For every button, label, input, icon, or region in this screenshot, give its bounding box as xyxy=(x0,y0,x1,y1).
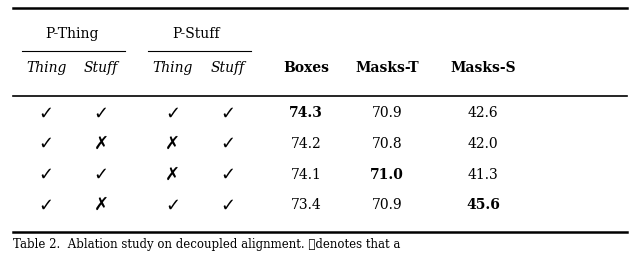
Text: Masks-T: Masks-T xyxy=(355,60,419,74)
Text: 70.9: 70.9 xyxy=(372,106,403,120)
Text: 45.6: 45.6 xyxy=(467,198,500,211)
Text: ✗: ✗ xyxy=(93,196,109,213)
Text: ✓: ✓ xyxy=(165,104,180,122)
Text: 71.0: 71.0 xyxy=(371,167,404,181)
Text: ✓: ✓ xyxy=(165,196,180,213)
Text: Masks-S: Masks-S xyxy=(451,60,516,74)
Text: ✗: ✗ xyxy=(93,135,109,152)
Text: Table 2.  Ablation study on decoupled alignment. ✓denotes that a: Table 2. Ablation study on decoupled ali… xyxy=(13,237,400,250)
Text: Thing: Thing xyxy=(26,60,67,74)
Text: ✗: ✗ xyxy=(165,165,180,183)
Text: ✗: ✗ xyxy=(165,135,180,152)
Text: 74.3: 74.3 xyxy=(289,106,323,120)
Text: ✓: ✓ xyxy=(38,165,54,183)
Text: ✓: ✓ xyxy=(93,104,109,122)
Text: ✓: ✓ xyxy=(93,165,109,183)
Text: ✓: ✓ xyxy=(38,196,54,213)
Text: 73.4: 73.4 xyxy=(291,198,321,211)
Text: ✓: ✓ xyxy=(220,196,236,213)
Text: ✓: ✓ xyxy=(220,104,236,122)
Text: ✓: ✓ xyxy=(220,135,236,152)
Text: Thing: Thing xyxy=(152,60,193,74)
Text: 42.0: 42.0 xyxy=(468,137,499,150)
Text: ✓: ✓ xyxy=(220,165,236,183)
Text: Stuff: Stuff xyxy=(84,60,118,74)
Text: 74.2: 74.2 xyxy=(291,137,321,150)
Text: Boxes: Boxes xyxy=(283,60,329,74)
Text: ✓: ✓ xyxy=(38,104,54,122)
Text: 42.6: 42.6 xyxy=(468,106,499,120)
Text: 70.9: 70.9 xyxy=(372,198,403,211)
Text: Stuff: Stuff xyxy=(211,60,245,74)
Text: P-Stuff: P-Stuff xyxy=(173,27,220,41)
Text: ✓: ✓ xyxy=(38,135,54,152)
Text: 41.3: 41.3 xyxy=(468,167,499,181)
Text: 70.8: 70.8 xyxy=(372,137,403,150)
Text: 74.1: 74.1 xyxy=(291,167,321,181)
Text: P-Thing: P-Thing xyxy=(45,27,99,41)
